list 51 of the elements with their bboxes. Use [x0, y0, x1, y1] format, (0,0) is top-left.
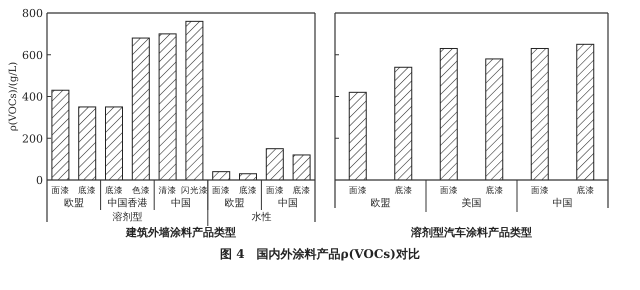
bar	[105, 106, 123, 180]
text: 图 4 国内外涂料产品ρ(VOCs)对比	[220, 247, 420, 261]
y-tick-label: 200	[22, 132, 43, 146]
x-axis-title: 建筑外墙涂料产品类型	[125, 226, 236, 239]
x-tick-label: 面漆	[348, 185, 367, 196]
y-axis-title: ρ(VOCs)/(g/L)	[8, 62, 19, 132]
bar	[292, 154, 311, 180]
x-tick-label: 面漆	[530, 185, 549, 196]
bar	[576, 44, 594, 180]
bar	[78, 106, 96, 180]
bar	[212, 171, 230, 180]
y-tick-label: 400	[22, 90, 43, 104]
x-tick-label: 面漆	[440, 185, 458, 196]
text: 溶剂型	[112, 211, 142, 223]
bar	[239, 173, 257, 180]
text: 水性	[251, 211, 272, 223]
text: 美国	[462, 197, 482, 209]
text: 欧盟	[64, 197, 84, 209]
x-tick-label: 清漆	[158, 185, 177, 196]
text: 欧盟	[370, 197, 390, 209]
x-tick-label: 色漆	[132, 185, 150, 196]
text: 中国	[171, 197, 191, 209]
x-tick-label: 面漆	[212, 185, 230, 196]
bar	[132, 38, 150, 180]
y-tick-label: 600	[22, 48, 43, 62]
bar	[158, 33, 177, 180]
bar	[440, 48, 458, 180]
bar	[485, 58, 504, 180]
bar	[348, 92, 367, 180]
bar	[185, 20, 204, 180]
y-tick-label: 800	[22, 7, 43, 20]
x-tick-label: 面漆	[51, 185, 70, 196]
bar	[51, 90, 70, 180]
bar	[394, 66, 412, 180]
bar	[530, 48, 549, 180]
x-tick-label: 底漆	[105, 185, 123, 196]
x-axis-title: 溶剂型汽车涂料产品类型	[410, 226, 532, 239]
y-tick-label: 0	[36, 174, 43, 187]
x-tick-label: 底漆	[485, 185, 504, 196]
text: 欧盟	[224, 197, 245, 209]
x-tick-label: 底漆	[239, 185, 257, 196]
bar	[266, 148, 284, 180]
text: 中国	[278, 197, 298, 209]
x-tick-label: 底漆	[576, 185, 594, 196]
text: 中国香港	[107, 197, 148, 209]
x-tick-label: 底漆	[78, 185, 96, 196]
x-tick-label: 底漆	[292, 185, 311, 196]
x-tick-label: 面漆	[266, 185, 284, 196]
x-tick-label: 底漆	[394, 185, 412, 196]
text: 中国	[552, 197, 572, 209]
x-tick-label: 闪光漆	[180, 185, 208, 196]
